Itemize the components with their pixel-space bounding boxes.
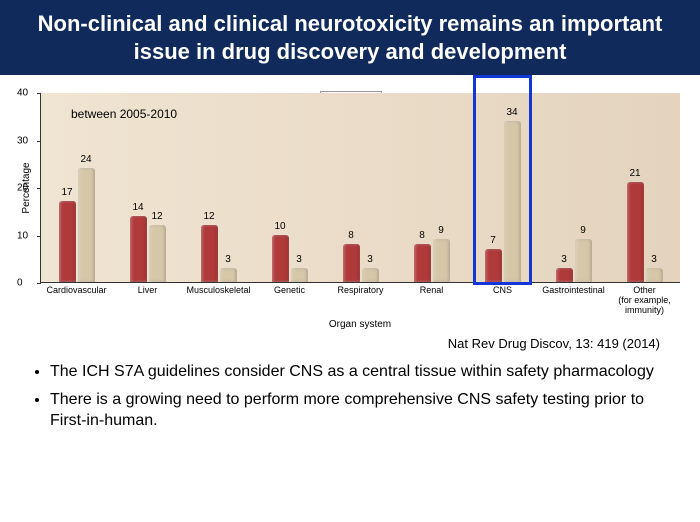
- bar-value-label: 3: [651, 254, 657, 265]
- bar-value-label: 12: [151, 211, 162, 222]
- citation: Nat Rev Drug Discov, 13: 419 (2014): [0, 336, 660, 351]
- bar-group: 39Gastrointestinal: [538, 93, 609, 282]
- bar-clinical: 3: [220, 268, 237, 282]
- x-tick-label: Musculoskeletal: [179, 286, 259, 296]
- bar-preclinical: 17: [59, 201, 76, 282]
- chart-area: a Organ systems involved in safety failu…: [40, 93, 680, 330]
- bar-group: 103Genetic: [254, 93, 325, 282]
- plot: Percentage between 2005-2010 010203040 1…: [40, 93, 680, 283]
- bar-value-label: 12: [203, 211, 214, 222]
- bar-value-label: 3: [367, 254, 373, 265]
- x-tick-label: Gastrointestinal: [534, 286, 614, 296]
- bar-clinical: 12: [149, 225, 166, 282]
- bar-group: 123Musculoskeletal: [183, 93, 254, 282]
- bar-value-label: 3: [296, 254, 302, 265]
- bar-preclinical: 8: [414, 244, 431, 282]
- highlight-box: [473, 75, 533, 285]
- bar-value-label: 9: [438, 225, 444, 236]
- bar-preclinical: 12: [201, 225, 218, 282]
- y-tick-label: 10: [17, 230, 28, 241]
- bar-value-label: 24: [80, 154, 91, 165]
- bar-value-label: 3: [561, 254, 567, 265]
- bar-value-label: 9: [580, 225, 586, 236]
- x-tick-label: CNS: [463, 286, 543, 296]
- x-tick-label: Genetic: [250, 286, 330, 296]
- bar-group: 83Respiratory: [325, 93, 396, 282]
- bar-value-label: 8: [419, 230, 425, 241]
- bar-group: 1412Liver: [112, 93, 183, 282]
- bar-group: 1724Cardiovascular: [41, 93, 112, 282]
- bar-clinical: 9: [575, 239, 592, 282]
- x-axis-label: Organ system: [40, 319, 680, 330]
- bar-clinical: 3: [362, 268, 379, 282]
- bar-preclinical: 21: [627, 182, 644, 282]
- bar-value-label: 14: [132, 202, 143, 213]
- bar-value-label: 21: [629, 168, 640, 179]
- bar-group: 89Renal: [396, 93, 467, 282]
- y-tick-label: 20: [17, 183, 28, 194]
- bar-preclinical: 14: [130, 216, 147, 283]
- y-tick-label: 40: [17, 88, 28, 99]
- x-tick-label: Respiratory: [321, 286, 401, 296]
- bar-value-label: 8: [348, 230, 354, 241]
- bar-preclinical: 8: [343, 244, 360, 282]
- bar-group: 213Other(for example,immunity): [609, 93, 680, 282]
- bar-clinical: 3: [646, 268, 663, 282]
- bar-value-label: 3: [225, 254, 231, 265]
- page-title: Non-clinical and clinical neurotoxicity …: [16, 10, 684, 65]
- y-tick-label: 0: [17, 278, 23, 289]
- x-tick-label: Cardiovascular: [37, 286, 117, 296]
- bar-value-label: 17: [61, 187, 72, 198]
- bar-clinical: 3: [291, 268, 308, 282]
- bullet-item: There is a growing need to perform more …: [50, 389, 660, 432]
- bullet-item: The ICH S7A guidelines consider CNS as a…: [50, 361, 660, 383]
- bar-value-label: 10: [274, 221, 285, 232]
- bar-clinical: 24: [78, 168, 95, 282]
- bar-preclinical: 10: [272, 235, 289, 283]
- x-tick-label: Renal: [392, 286, 472, 296]
- x-tick-label: Liver: [108, 286, 188, 296]
- bar-clinical: 9: [433, 239, 450, 282]
- title-bar: Non-clinical and clinical neurotoxicity …: [0, 0, 700, 75]
- bullet-list: The ICH S7A guidelines consider CNS as a…: [50, 361, 660, 432]
- bar-preclinical: 3: [556, 268, 573, 282]
- bars-container: 1724Cardiovascular1412Liver123Musculoske…: [41, 93, 680, 282]
- x-tick-label: Other(for example,immunity): [605, 286, 685, 316]
- y-tick-label: 30: [17, 135, 28, 146]
